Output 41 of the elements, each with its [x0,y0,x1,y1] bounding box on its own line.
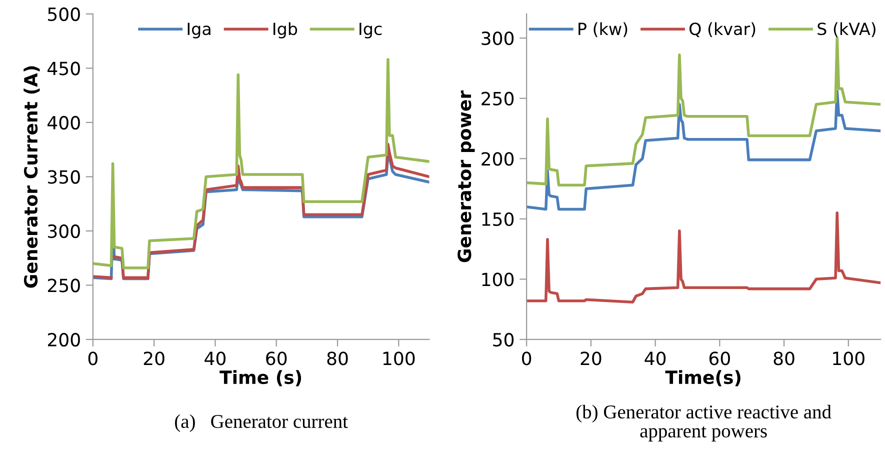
y-tick-label: 250 [48,278,80,292]
y-tick-label: 300 [48,224,80,238]
x-tick-label: 100 [833,352,864,366]
legend-label: Igc [360,22,382,38]
legend-label: Igb [274,22,298,38]
x-tick-label: 20 [580,352,602,366]
x-tick-label: 60 [709,352,730,366]
line-series [526,36,881,187]
x-tick-label: 80 [774,352,794,366]
y-tick-label: 350 [48,170,80,184]
y-tick-label: 250 [482,92,514,106]
x-tick-label: 20 [144,352,164,366]
x-axis-title: Time (s) [220,370,302,386]
y-axis-title: Generator Current (A) [24,66,40,288]
line-series [526,211,881,304]
text: (a) Generator current [175,414,348,432]
x-tick-label: 60 [266,352,287,366]
x-tick-label: 0 [88,352,98,366]
x-tick-label: 40 [644,352,666,366]
y-tick-label: 400 [48,116,80,130]
y-tick-label: 200 [48,332,80,347]
x-tick-label: 80 [327,352,348,366]
legend-label: Iga [188,22,210,38]
x-tick-label: 40 [204,352,226,366]
y-tick-label: 450 [48,62,80,76]
y-tick-label: 100 [482,272,514,286]
y-tick-label: 200 [482,152,514,166]
legend-label: P (kw) [578,22,628,38]
y-tick-label: 500 [48,7,80,22]
y-tick-label: 150 [482,212,514,226]
y-tick-label: 300 [482,32,514,46]
y-axis-title: Generator power [458,90,475,262]
legend-label: S (kVA) [818,22,876,38]
line-series [526,90,881,211]
y-tick-label: 50 [493,332,514,347]
x-tick-label: 100 [383,352,415,366]
text: (b) Generator active reactive and apparent powers [576,404,832,442]
line-series [92,58,430,270]
x-tick-label: 0 [522,352,532,366]
x-axis-title: Time(s) [665,370,740,386]
legend-label: Q (kvar) [690,22,756,38]
